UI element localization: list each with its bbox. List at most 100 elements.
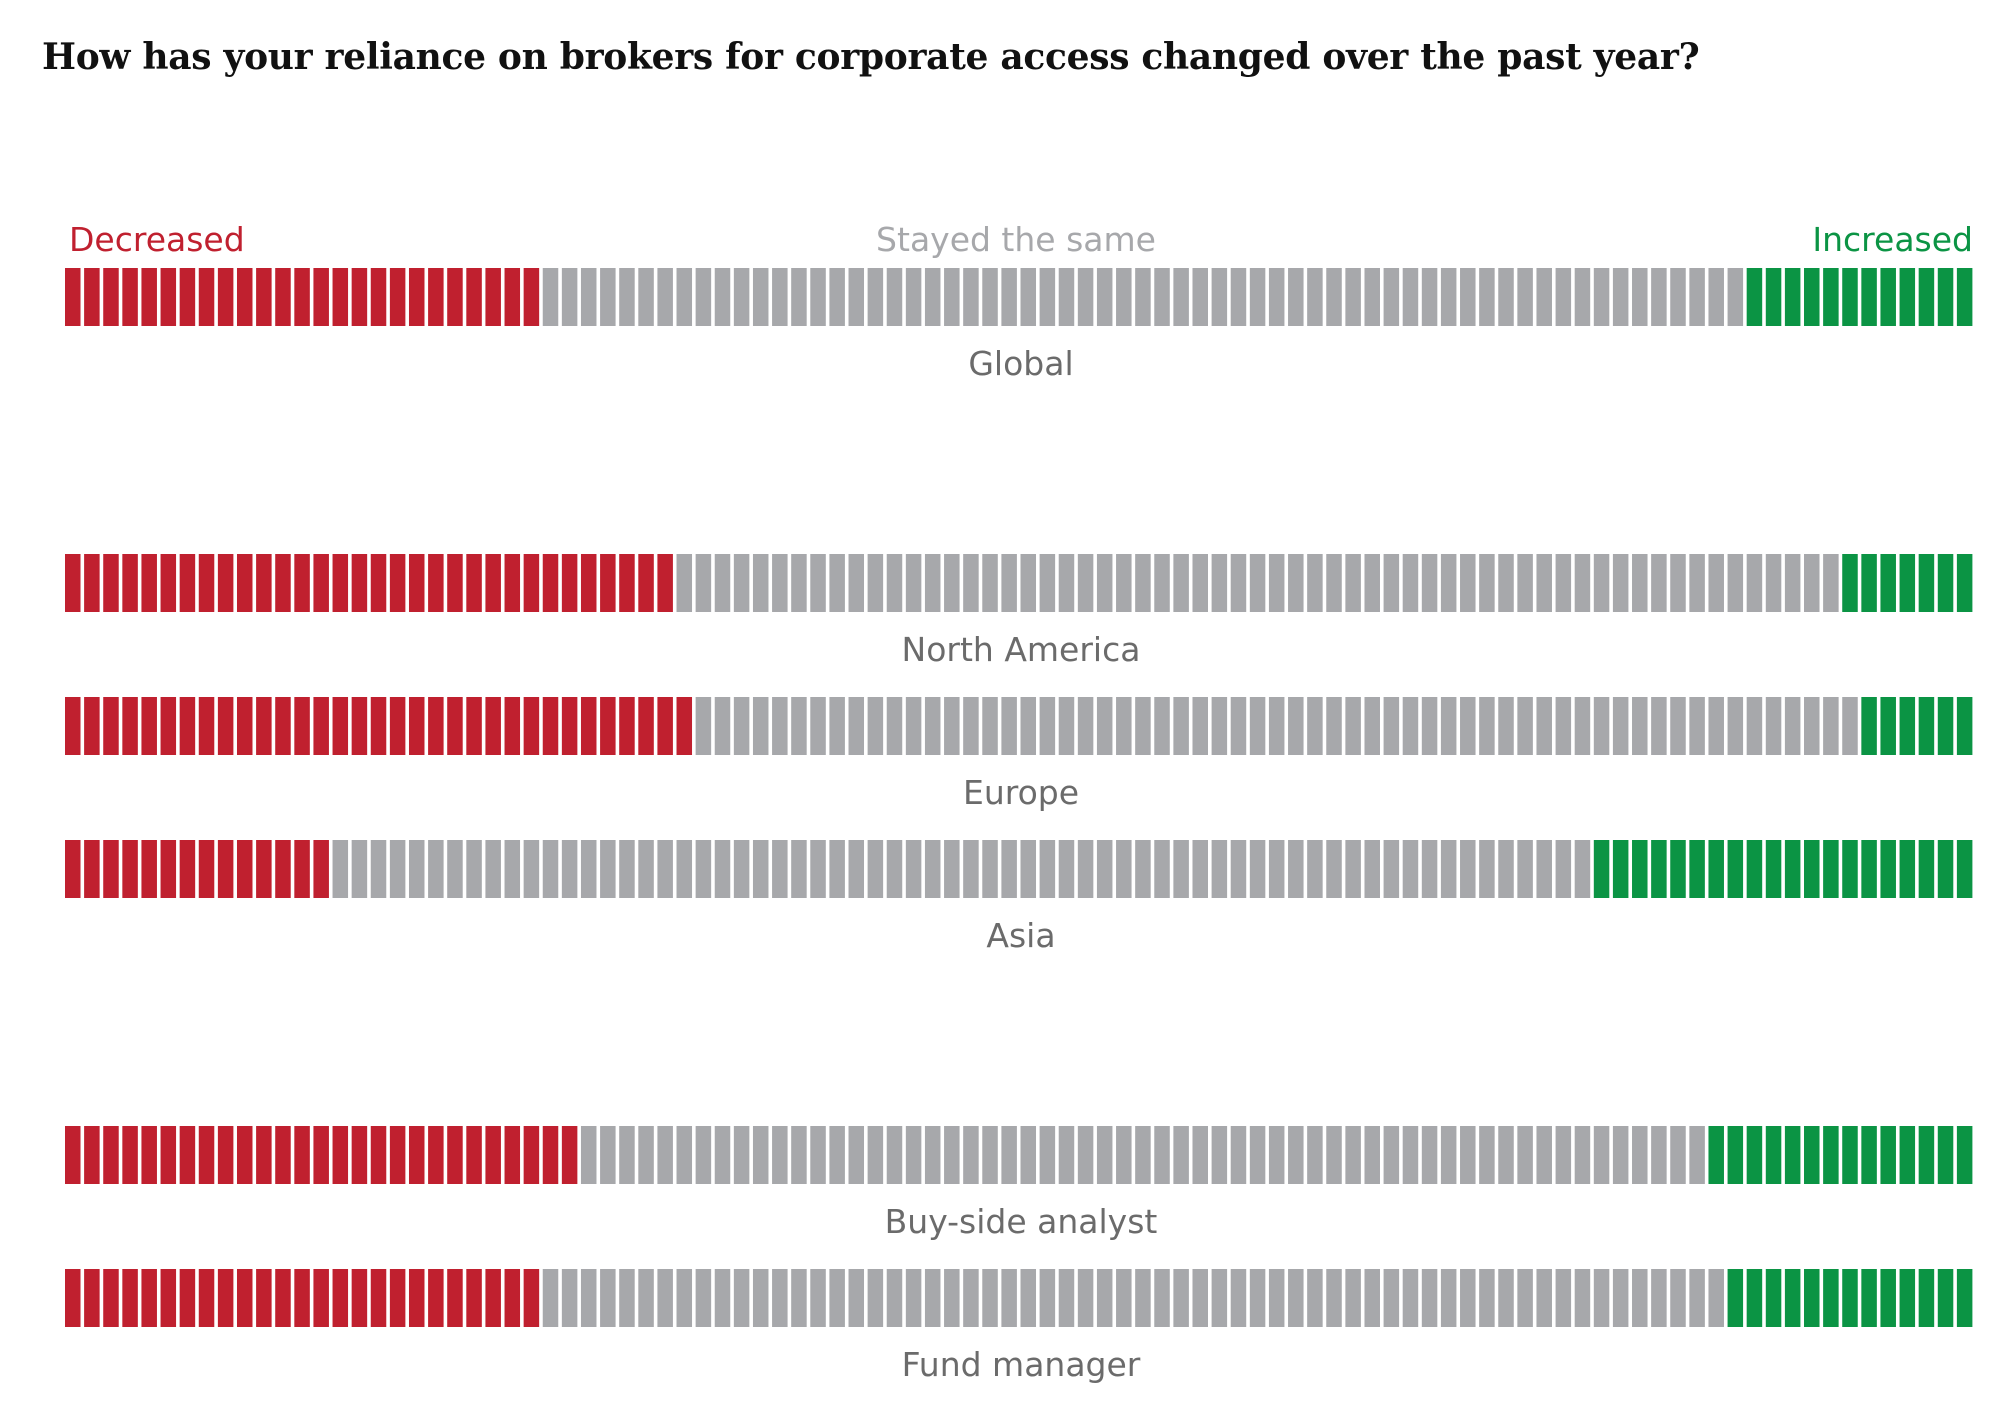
segment-stayed-the-same (982, 840, 998, 898)
segment-stayed-the-same (1135, 840, 1151, 898)
segment-stayed-the-same (485, 840, 501, 898)
segment-stayed-the-same (982, 1269, 998, 1327)
segment-decreased (600, 697, 616, 755)
segment-stayed-the-same (791, 554, 807, 612)
segment-decreased (236, 697, 253, 755)
segment-stayed-the-same (1001, 840, 1017, 898)
segment-decreased (542, 697, 559, 755)
segment-decreased (523, 554, 540, 612)
segment-increased (1956, 268, 1973, 326)
segment-decreased (313, 1126, 329, 1184)
segment-stayed-the-same (752, 1126, 769, 1184)
segment-decreased (600, 554, 616, 612)
segment-decreased (370, 554, 387, 612)
segment-stayed-the-same (676, 1126, 693, 1184)
segment-stayed-the-same (1096, 1126, 1113, 1184)
segment-stayed-the-same (1670, 1269, 1686, 1327)
segment-stayed-the-same (1612, 697, 1629, 755)
segment-stayed-the-same (1593, 268, 1610, 326)
segment-stayed-the-same (714, 840, 731, 898)
segment-stayed-the-same (1307, 697, 1323, 755)
segment-stayed-the-same (982, 268, 998, 326)
segment-stayed-the-same (1689, 697, 1705, 755)
segment-stayed-the-same (1345, 554, 1361, 612)
segment-stayed-the-same (1249, 554, 1266, 612)
segment-stayed-the-same (695, 268, 712, 326)
segment-increased (1899, 697, 1916, 755)
segment-stayed-the-same (408, 840, 425, 898)
segment-stayed-the-same (733, 268, 750, 326)
segment-stayed-the-same (867, 840, 884, 898)
segment-decreased (236, 840, 253, 898)
segment-stayed-the-same (1460, 268, 1476, 326)
segment-stayed-the-same (867, 1126, 884, 1184)
segment-decreased (504, 268, 521, 326)
segment-decreased (523, 1126, 540, 1184)
segment-increased (1899, 1269, 1916, 1327)
segment-stayed-the-same (1364, 1126, 1380, 1184)
segment-stayed-the-same (1288, 1126, 1304, 1184)
segment-stayed-the-same (619, 1126, 635, 1184)
segment-stayed-the-same (886, 268, 903, 326)
segment-stayed-the-same (1020, 554, 1037, 612)
segment-stayed-the-same (1345, 268, 1361, 326)
segment-stayed-the-same (1116, 554, 1132, 612)
segment-stayed-the-same (1001, 268, 1017, 326)
segment-stayed-the-same (1421, 268, 1438, 326)
segment-stayed-the-same (1001, 1269, 1017, 1327)
segment-decreased (275, 697, 291, 755)
segment-decreased (504, 554, 521, 612)
segment-decreased (542, 554, 559, 612)
segment-stayed-the-same (733, 1269, 750, 1327)
segment-increased (1765, 1126, 1782, 1184)
segment-stayed-the-same (619, 1269, 635, 1327)
segment-decreased (179, 268, 196, 326)
segment-decreased (256, 1269, 272, 1327)
segment-increased (1823, 1126, 1839, 1184)
segment-stayed-the-same (848, 1126, 865, 1184)
segment-decreased (676, 697, 693, 755)
segment-stayed-the-same (1249, 697, 1266, 755)
segment-stayed-the-same (1039, 1126, 1056, 1184)
segment-stayed-the-same (886, 1126, 903, 1184)
segment-decreased (408, 1126, 425, 1184)
segment-stayed-the-same (1135, 268, 1151, 326)
segment-stayed-the-same (1689, 1126, 1705, 1184)
segment-decreased (236, 268, 253, 326)
segment-increased (1612, 840, 1629, 898)
segment-stayed-the-same (905, 1126, 922, 1184)
segment-stayed-the-same (1574, 840, 1591, 898)
segment-stayed-the-same (1230, 840, 1247, 898)
segment-decreased (466, 1269, 482, 1327)
segment-stayed-the-same (1383, 697, 1400, 755)
segment-stayed-the-same (1039, 697, 1056, 755)
segment-stayed-the-same (1651, 697, 1667, 755)
segment-stayed-the-same (905, 554, 922, 612)
segment-stayed-the-same (733, 697, 750, 755)
segment-stayed-the-same (1135, 554, 1151, 612)
segment-stayed-the-same (1670, 554, 1686, 612)
segment-stayed-the-same (752, 268, 769, 326)
segment-increased (1784, 1269, 1801, 1327)
segment-stayed-the-same (1651, 1126, 1667, 1184)
segment-decreased (466, 554, 482, 612)
segment-stayed-the-same (848, 840, 865, 898)
segment-decreased (217, 697, 234, 755)
segment-decreased (313, 840, 329, 898)
segment-stayed-the-same (1804, 554, 1820, 612)
segment-increased (1593, 840, 1610, 898)
segment-stayed-the-same (1192, 1269, 1208, 1327)
segment-stayed-the-same (1593, 1269, 1610, 1327)
segment-stayed-the-same (772, 554, 788, 612)
segment-stayed-the-same (657, 1126, 673, 1184)
segment-decreased (65, 554, 81, 612)
segment-decreased (485, 554, 501, 612)
segment-decreased (428, 554, 444, 612)
segment-stayed-the-same (791, 1269, 807, 1327)
segment-decreased (179, 1126, 196, 1184)
segment-decreased (198, 268, 215, 326)
segment-stayed-the-same (963, 697, 979, 755)
segment-stayed-the-same (1555, 268, 1572, 326)
segment-stayed-the-same (944, 840, 960, 898)
segment-stayed-the-same (1288, 697, 1304, 755)
